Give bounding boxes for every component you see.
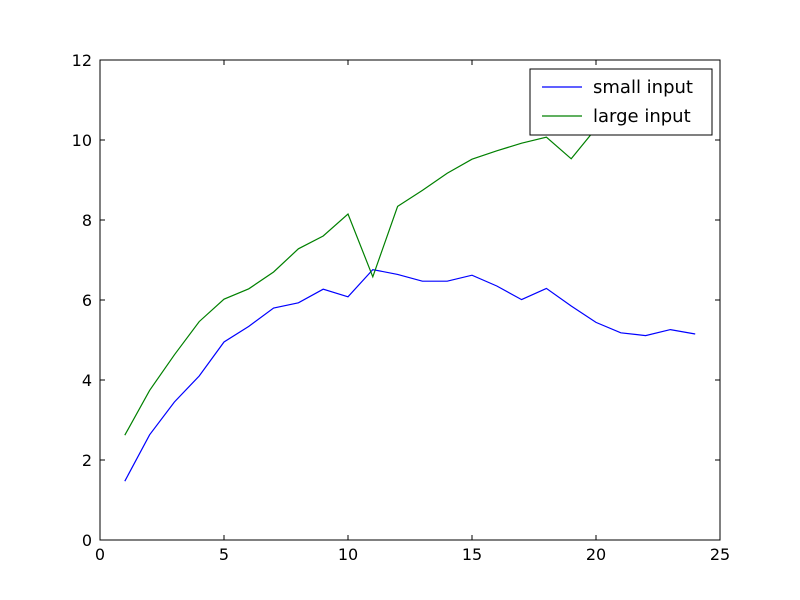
series-line-large-input [124, 121, 696, 436]
y-tick-label: 8 [82, 211, 92, 230]
legend-label-large-input: large input [593, 106, 691, 127]
series-line-small-input [124, 268, 696, 482]
x-tick-label: 15 [462, 545, 482, 564]
y-tick-label: 6 [82, 291, 92, 310]
x-tick-label: 20 [586, 545, 606, 564]
y-tick-label: 2 [82, 451, 92, 470]
x-tick-label: 0 [95, 545, 105, 564]
y-tick-label: 4 [82, 371, 92, 390]
y-tick-label: 10 [72, 131, 92, 150]
x-tick-label: 5 [219, 545, 229, 564]
legend-box [529, 68, 713, 136]
y-tick-label: 12 [72, 51, 92, 70]
x-tick-label: 25 [710, 545, 730, 564]
x-tick-label: 10 [338, 545, 358, 564]
y-tick-label: 0 [82, 531, 92, 550]
legend-label-small-input: small input [593, 77, 693, 98]
